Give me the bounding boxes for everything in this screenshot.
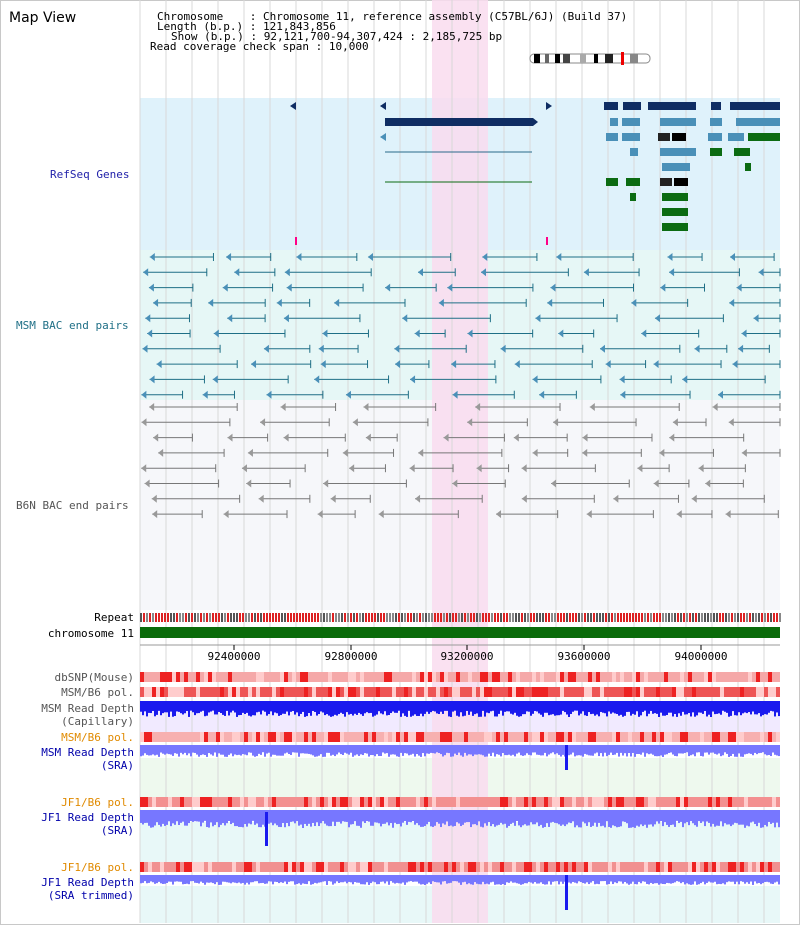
track-label-jf1-b6-pol[interactable]: JF1/B6 pol. [61,796,134,809]
info-chromosome: Chromosome : Chromosome 11, reference as… [157,10,628,23]
track-label-msm-depth-sra[interactable]: MSM Read Depth [41,746,134,759]
grid-lines [139,0,765,923]
info-key: Chromosome [157,10,224,23]
chromosome-bar [140,627,780,638]
axis-tick-label: 94000000 [675,650,728,663]
ideogram-position-marker [621,52,624,65]
info-key: Length (b.p.) [157,20,244,33]
highlight-region [432,0,488,923]
track-label-refseq[interactable]: RefSeq Genes [50,168,130,181]
info-show: Show (b.p.) : 92,121,700-94,307,424 : 2,… [171,30,503,43]
track-label-jf1-depth-sra-sub: (SRA) [100,824,134,837]
track-label-msm-depth-capillary-sub: (Capillary) [61,715,134,728]
info-key: Show (b.p.) [171,30,244,43]
info-key: Read coverage check span [150,40,309,53]
axis-tick-label: 92400000 [208,650,261,663]
info-value: 92,121,700-94,307,424 : 2,185,725 bp [263,30,503,43]
axis-tick-label: 93600000 [558,650,611,663]
info-coverage-span: Read coverage check span : 10,000 [150,40,369,53]
track-label-msm-b6-pol-2[interactable]: MSM/B6 pol. [61,731,134,744]
page-title: Map View [9,10,77,26]
track-label-msm-depth-capillary[interactable]: MSM Read Depth [41,702,134,715]
track-label-b6n-bac[interactable]: B6N BAC end pairs [16,499,129,512]
track-label-jf1-b6-pol-2[interactable]: JF1/B6 pol. [61,861,134,874]
track-label-dbsnp[interactable]: dbSNP(Mouse) [54,671,134,684]
chromosome-ideogram[interactable] [529,52,651,65]
refseq-genes-track[interactable] [290,102,780,245]
track-label-jf1-depth-trimmed-sub: (SRA trimmed) [47,889,134,902]
track-label-jf1-depth-sra[interactable]: JF1 Read Depth [41,811,134,824]
track-label-repeat[interactable]: Repeat [94,611,134,624]
repeat-track [140,613,781,622]
track-label-msm-b6-pol[interactable]: MSM/B6 pol. [61,686,134,699]
polymorphism-strips [140,672,780,872]
info-value: Chromosome 11, reference assembly (C57BL… [262,10,628,23]
info-value: 10,000 [328,40,369,53]
track-label-msm-bac[interactable]: MSM BAC end pairs [16,319,129,332]
track-label-msm-depth-sra-sub: (SRA) [100,759,134,772]
track-label-chromosome: chromosome 11 [47,627,134,640]
track-label-jf1-depth-trimmed[interactable]: JF1 Read Depth [41,876,134,889]
position-axis: 92400000 92800000 93200000 93600000 9400… [140,644,780,663]
axis-tick-label: 93200000 [441,650,494,663]
msm-bac-end-pairs-track[interactable] [141,253,781,399]
info-length: Length (b.p.) : 121,843,856 [157,20,336,33]
info-value: 121,843,856 [262,20,336,33]
axis-tick-label: 92800000 [325,650,378,663]
b6n-bac-end-pairs-track[interactable] [141,403,781,519]
read-depth-tracks [140,701,780,910]
